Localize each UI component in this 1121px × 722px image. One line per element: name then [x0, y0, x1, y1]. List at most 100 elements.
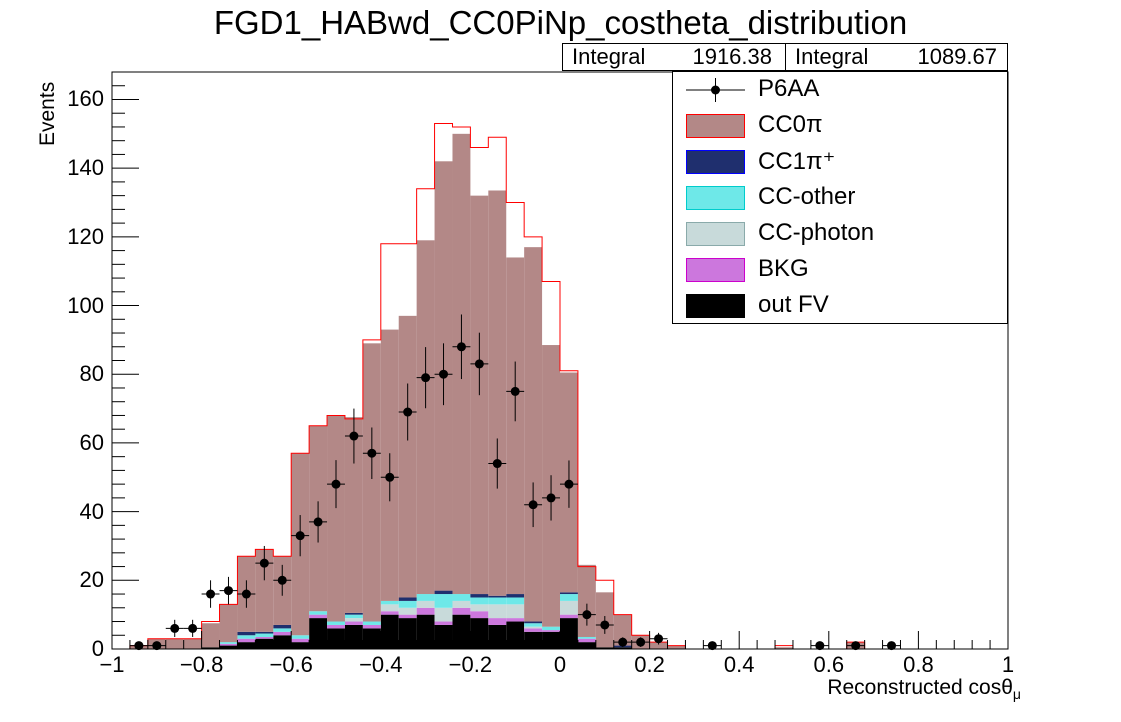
- bar-bkg: [524, 628, 543, 632]
- bar-ccother: [362, 621, 381, 625]
- bar-outfv: [577, 642, 596, 649]
- bar-outfv: [309, 618, 328, 649]
- data-point: [882, 641, 901, 651]
- bar-cc0: [667, 645, 686, 649]
- legend-entry-cc0pi: CC0π: [673, 108, 1007, 144]
- legend-label: out FV: [758, 291, 829, 318]
- bar-outfv: [344, 624, 363, 649]
- bar-bkg: [255, 636, 274, 639]
- legend-label: CC-photon: [758, 219, 875, 246]
- legend-entry-p6aa: P6AA: [673, 72, 1007, 108]
- bar-outfv: [613, 647, 632, 649]
- bar-cc0: [613, 614, 632, 646]
- bar-ccother: [452, 594, 471, 601]
- data-point: [165, 619, 184, 637]
- bar-bkg: [560, 614, 578, 619]
- bar-cc0: [183, 638, 202, 649]
- bar-bkg: [488, 618, 507, 625]
- bar-ccother: [488, 597, 507, 605]
- legend-label: CC0π: [758, 111, 823, 138]
- bar-bkg: [219, 643, 238, 646]
- data-point: [649, 632, 668, 645]
- legend-entry-bkg: BKG: [673, 252, 1007, 288]
- bar-ccother: [327, 621, 345, 625]
- data-point: [147, 641, 166, 651]
- bar-ccother: [470, 597, 489, 605]
- bar-cc0: [201, 623, 220, 648]
- bar-outfv: [470, 618, 489, 649]
- bar-ccphoton: [380, 604, 399, 612]
- bar-outfv: [434, 624, 453, 649]
- data-point: [488, 438, 507, 489]
- bar-bkg: [506, 618, 525, 622]
- stats-box-mc: Integral 1916.38: [562, 43, 786, 71]
- bar-ccphoton: [488, 604, 507, 619]
- bar-cc1: [488, 595, 507, 598]
- bar-cc1: [255, 631, 274, 634]
- bar-ccother: [380, 600, 399, 605]
- data-point: [631, 637, 650, 647]
- x-tick-label: −1: [99, 652, 125, 677]
- bar-cc0: [649, 642, 668, 649]
- bar-cc0: [255, 549, 274, 632]
- bar-bkg: [273, 631, 292, 636]
- x-tick-label: 0: [553, 652, 567, 677]
- bar-ccother: [309, 611, 328, 615]
- bar-outfv: [524, 631, 543, 649]
- legend-label: BKG: [758, 255, 809, 282]
- data-point: [291, 515, 310, 557]
- bar-ccphoton: [452, 600, 471, 608]
- swatch-icon: [686, 294, 745, 318]
- y-tick-label: 140: [67, 155, 104, 181]
- x-tick-label: 0.6: [813, 652, 845, 677]
- y-axis-label: Events: [36, 81, 59, 146]
- bar-ccother: [398, 600, 417, 608]
- bar-outfv: [380, 614, 399, 649]
- bar-cc0: [219, 604, 238, 643]
- bar-outfv: [273, 635, 292, 649]
- bar-ccother: [273, 628, 292, 632]
- plot-axes: [111, 71, 1009, 650]
- data-point: [524, 482, 543, 528]
- data-point: [219, 576, 238, 605]
- bar-cc0: [327, 415, 345, 622]
- bar-cc1: [398, 597, 417, 601]
- data-point: [327, 460, 345, 509]
- y-tick-label: 0: [91, 636, 104, 661]
- bar-cc1: [470, 594, 489, 598]
- data-point: [201, 580, 220, 608]
- data-point: [506, 361, 525, 422]
- data-point: [309, 501, 328, 543]
- swatch-icon: [686, 258, 745, 282]
- x-tick-label: −0.2: [448, 652, 493, 677]
- bar-cc0: [488, 190, 507, 596]
- y-tick-label: 60: [79, 429, 104, 455]
- bar-cc0: [398, 315, 417, 598]
- bar-ccphoton: [416, 600, 435, 608]
- bar-ccphoton: [344, 618, 363, 622]
- x-tick-label: 1: [1001, 652, 1015, 677]
- x-tick-label: −0.8: [179, 652, 224, 677]
- bar-bkg: [470, 611, 489, 619]
- bar-bkg: [309, 614, 328, 619]
- legend-label: P6AA: [758, 75, 820, 102]
- bar-bkg: [577, 638, 596, 643]
- bar-bkg: [416, 607, 435, 615]
- data-points-p6aa: [129, 314, 901, 651]
- swatch-icon: [686, 186, 745, 210]
- bar-ccother: [291, 635, 310, 639]
- y-tick-label: 80: [79, 361, 104, 387]
- bar-ccphoton: [524, 626, 543, 629]
- swatch-icon: [686, 150, 745, 174]
- legend-entry-cc-photon: CC-photon: [673, 216, 1007, 252]
- bar-outfv: [452, 614, 471, 649]
- stats-label: Integral: [572, 44, 646, 69]
- data-point: [362, 427, 381, 479]
- data-point: [398, 383, 417, 441]
- x-tick-label: −0.6: [269, 652, 313, 677]
- bar-cc1: [560, 592, 578, 595]
- bar-cc0: [577, 564, 596, 637]
- legend-entry-out-fv: out FV: [673, 288, 1007, 324]
- y-tick-label: 40: [79, 498, 104, 524]
- bar-bkg: [434, 621, 453, 625]
